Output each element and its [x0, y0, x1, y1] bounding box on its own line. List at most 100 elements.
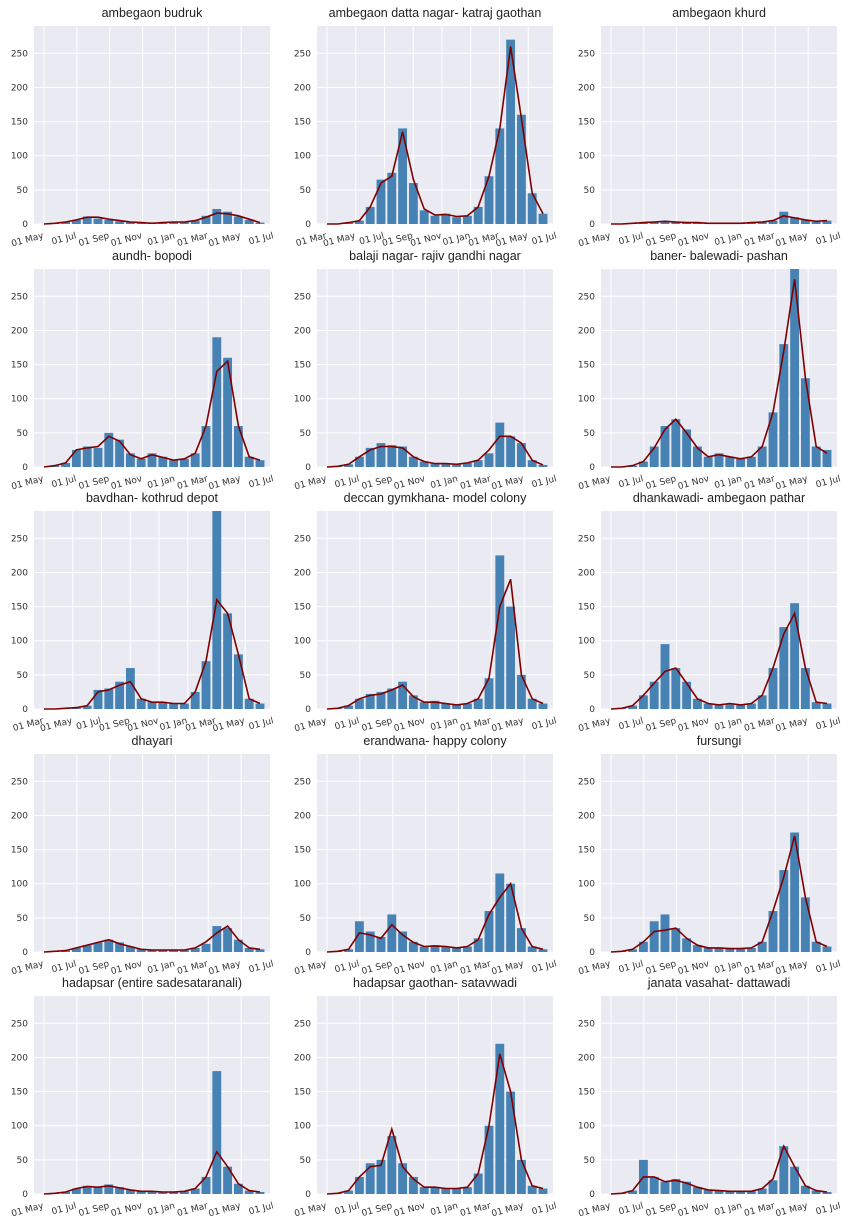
bar — [692, 1187, 702, 1194]
bar — [387, 688, 397, 709]
bar — [147, 949, 157, 952]
trend-line — [610, 611, 828, 710]
x-tick-label: 01 Mar — [459, 474, 492, 492]
y-tick-label: 150 — [11, 118, 28, 128]
x-tick-label: 01 Mar — [743, 474, 776, 492]
bar — [441, 1188, 451, 1194]
x-tick-label: 01 Mar — [459, 959, 492, 977]
y-tick-label: 50 — [17, 429, 29, 439]
x-tick-label: 01 Jul — [815, 716, 842, 732]
bar — [649, 1176, 659, 1194]
bar — [223, 1166, 233, 1194]
bar — [768, 1180, 778, 1194]
bar — [376, 179, 386, 224]
bar — [255, 703, 265, 709]
x-tick-label: 01 May — [577, 231, 612, 249]
bar — [61, 462, 71, 467]
bar — [692, 698, 702, 709]
y-tick-label: 0 — [589, 1190, 595, 1200]
bar — [495, 555, 505, 709]
y-tick-label: 200 — [578, 568, 595, 578]
chart-panel: ambegaon datta nagar- katraj gaothan 0 50 1… — [283, 6, 558, 249]
x-tick-label: 01 Sep — [645, 716, 678, 734]
bar — [638, 695, 648, 709]
bar — [233, 654, 243, 709]
chart-panel: fursungi 0 50 100 150 200 250 01 May 01 Jul 01 Se… — [567, 734, 841, 977]
bar — [190, 453, 200, 467]
bar — [125, 221, 135, 224]
bar — [82, 216, 92, 224]
bar — [398, 128, 408, 224]
bar — [506, 39, 516, 224]
bar — [179, 221, 189, 224]
x-tick-label: 01 Jul — [618, 959, 645, 975]
bar — [398, 1163, 408, 1194]
y-tick-label: 50 — [300, 671, 312, 681]
bar — [768, 911, 778, 952]
bar — [255, 949, 265, 952]
bar — [800, 378, 810, 467]
bar — [495, 1043, 505, 1194]
bar — [244, 219, 254, 224]
bar — [82, 1185, 92, 1194]
y-tick-label: 200 — [11, 811, 28, 821]
chart-panel: ambegaon khurd 0 50 100 150 200 250 01 May 01 Ju… — [567, 6, 841, 249]
bar — [462, 462, 472, 467]
y-tick-label: 250 — [294, 1019, 311, 1029]
bar — [398, 446, 408, 467]
bar — [179, 703, 189, 709]
x-tick-label: 01 Jul — [51, 231, 78, 247]
bar — [93, 689, 103, 709]
bar — [516, 674, 526, 709]
bar — [527, 946, 537, 952]
y-tick-label: 150 — [294, 118, 311, 128]
trend-line — [327, 46, 544, 225]
bar — [61, 1191, 71, 1194]
bar — [725, 948, 735, 952]
chart-panel: hadapsar gaothan- satavwadi 0 50 100 150 200 2… — [283, 976, 557, 1219]
y-tick-label: 50 — [300, 1156, 312, 1166]
bar — [452, 1188, 462, 1194]
bar — [452, 464, 462, 467]
x-tick-label: 01 Sep — [78, 474, 111, 492]
x-tick-label: 01 Jul — [531, 1201, 558, 1217]
x-tick-label: 01 May — [293, 474, 328, 492]
bar — [506, 1091, 516, 1194]
bar — [169, 949, 179, 952]
bar — [354, 1176, 364, 1194]
x-tick-label: 01 Jul — [334, 716, 361, 732]
x-tick-label: 01 May — [775, 1201, 810, 1219]
bar — [811, 941, 821, 952]
bar — [104, 219, 114, 224]
x-tick-label: 01 May — [10, 231, 45, 249]
x-tick-label: 01 Mar — [743, 231, 776, 249]
bar — [212, 208, 222, 224]
bar — [93, 1187, 103, 1194]
bar — [506, 436, 516, 467]
plot-background — [601, 996, 837, 1194]
chart-panel: balaji nagar- rajiv gandhi nagar 0 50 100 15… — [283, 249, 557, 492]
chart-title: fursungi — [696, 734, 742, 748]
bar — [376, 936, 386, 952]
bar — [71, 449, 81, 467]
chart-panel: ambegaon budruk 0 50 100 150 200 250 01 May 01 J… — [0, 6, 274, 249]
y-tick-label: 100 — [294, 637, 311, 647]
y-tick-label: 250 — [294, 534, 311, 544]
x-tick-label: 01 Mar — [743, 959, 776, 977]
y-tick-label: 100 — [11, 880, 28, 890]
y-tick-label: 0 — [589, 220, 595, 230]
y-tick-label: 250 — [578, 292, 595, 302]
y-tick-label: 100 — [11, 637, 28, 647]
x-tick-label: 01 Mar — [176, 474, 209, 492]
bar — [201, 661, 211, 709]
bar — [387, 445, 397, 467]
y-tick-label: 200 — [11, 568, 28, 578]
bar — [430, 945, 440, 952]
x-tick-label: 01 Jul — [51, 474, 78, 490]
chart-title: dhankawadi- ambegaon pathar — [632, 491, 806, 505]
x-tick-label: 01 May — [10, 474, 45, 492]
x-tick-label: 01 Jul — [248, 716, 275, 732]
bar — [736, 1191, 746, 1194]
